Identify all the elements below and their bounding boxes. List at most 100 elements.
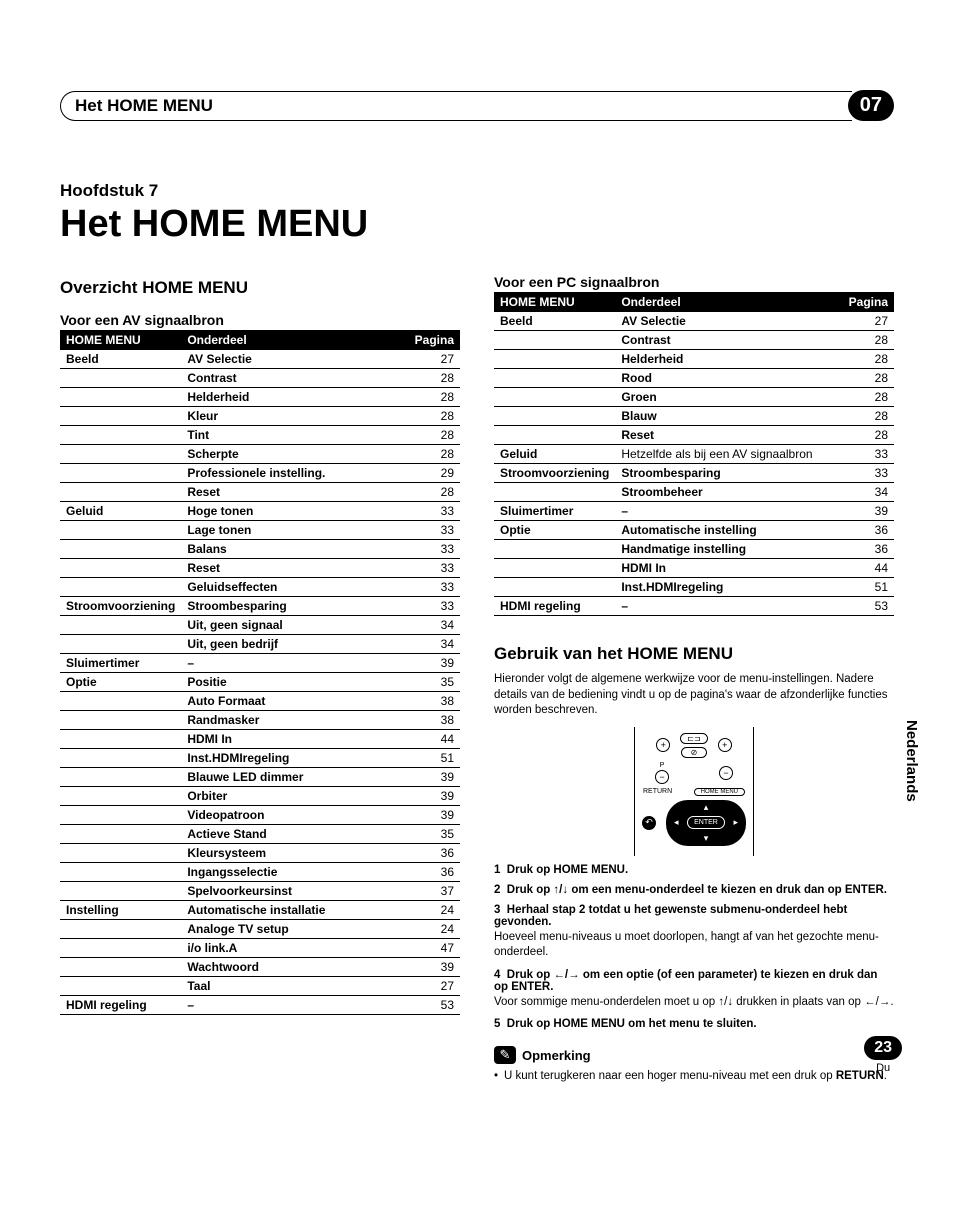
table-row: Videopatroon39 (60, 806, 460, 825)
cell-page: 33 (409, 597, 460, 616)
cell-category (60, 939, 181, 958)
remote-illustration: + ⊏⊐ ⊘ + P− − RETURN HOME MENU ↶ ▴ (634, 727, 754, 856)
cell-category (494, 578, 615, 597)
cell-category (60, 445, 181, 464)
cell-category: Optie (494, 521, 615, 540)
cell-category (494, 407, 615, 426)
arrow-left-icon: ◂ (674, 817, 679, 828)
cell-category (60, 977, 181, 996)
step-detail: Hoeveel menu-niveaus u moet doorlopen, h… (494, 930, 894, 961)
cell-page: 34 (843, 483, 894, 502)
col-onderdeel: Onderdeel (615, 292, 842, 312)
chapter-label: Hoofdstuk 7 (60, 181, 894, 201)
p-label: P (660, 762, 665, 769)
cell-category (60, 540, 181, 559)
cell-category: Beeld (60, 350, 181, 369)
col-pagina: Pagina (843, 292, 894, 312)
page-number: 23 (864, 1036, 902, 1060)
cell-category (60, 388, 181, 407)
table-row: StroomvoorzieningStroombesparing33 (494, 464, 894, 483)
cell-category (60, 483, 181, 502)
table-row: Analoge TV setup24 (60, 920, 460, 939)
cell-item: Lage tonen (181, 521, 408, 540)
table-row: InstellingAutomatische installatie24 (60, 901, 460, 920)
cell-item: Groen (615, 388, 842, 407)
cell-page: 39 (843, 502, 894, 521)
table-row: HDMI In44 (494, 559, 894, 578)
cell-item: Stroombesparing (615, 464, 842, 483)
table-row: HDMI regeling–53 (60, 996, 460, 1015)
cell-category (60, 920, 181, 939)
cell-item: Reset (181, 483, 408, 502)
pc-source-heading: Voor een PC signaalbron (494, 274, 894, 290)
cell-page: 29 (409, 464, 460, 483)
cell-category: Stroomvoorziening (60, 597, 181, 616)
cell-page: 35 (409, 825, 460, 844)
cell-category (60, 730, 181, 749)
table-row: Inst.HDMIregeling51 (494, 578, 894, 597)
table-row: Helderheid28 (60, 388, 460, 407)
cell-category (60, 749, 181, 768)
table-row: Geluidseffecten33 (60, 578, 460, 597)
cell-item: Uit, geen bedrijf (181, 635, 408, 654)
cell-page: 33 (409, 502, 460, 521)
table-row: Handmatige instelling36 (494, 540, 894, 559)
cell-item: Wachtwoord (181, 958, 408, 977)
cell-page: 28 (409, 445, 460, 464)
cell-item: AV Selectie (615, 312, 842, 331)
page-locale: Du (864, 1062, 902, 1074)
cell-item: Kleursysteem (181, 844, 408, 863)
cell-item: Helderheid (615, 350, 842, 369)
cell-category (494, 369, 615, 388)
cell-page: 28 (409, 407, 460, 426)
cell-category (60, 464, 181, 483)
cell-page: 33 (409, 540, 460, 559)
cell-item: Inst.HDMIregeling (615, 578, 842, 597)
cell-category (494, 483, 615, 502)
table-row: BeeldAV Selectie27 (60, 350, 460, 369)
cell-page: 27 (843, 312, 894, 331)
cell-page: 24 (409, 920, 460, 939)
return-label: RETURN (643, 788, 672, 795)
cell-page: 33 (409, 578, 460, 597)
cell-item: Reset (181, 559, 408, 578)
cell-item: Videopatroon (181, 806, 408, 825)
table-row: i/o link.A47 (60, 939, 460, 958)
cell-category (494, 540, 615, 559)
arrow-up-icon: ▴ (704, 802, 709, 813)
cell-category (60, 578, 181, 597)
table-row: Groen28 (494, 388, 894, 407)
table-row: Actieve Stand35 (60, 825, 460, 844)
table-row: Professionele instelling.29 (60, 464, 460, 483)
cell-category (60, 787, 181, 806)
cell-page: 28 (843, 407, 894, 426)
cell-page: 34 (409, 635, 460, 654)
table-row: Lage tonen33 (60, 521, 460, 540)
cell-page: 28 (843, 350, 894, 369)
cell-category: Sluimertimer (60, 654, 181, 673)
cell-category (494, 388, 615, 407)
header-title: Het HOME MENU (60, 91, 852, 121)
cell-item: Helderheid (181, 388, 408, 407)
cell-item: Hoge tonen (181, 502, 408, 521)
cell-item: Tint (181, 426, 408, 445)
home-menu-button-icon: HOME MENU (694, 788, 745, 796)
cell-category: Geluid (60, 502, 181, 521)
cell-page: 44 (409, 730, 460, 749)
chapter-badge: 07 (848, 90, 894, 121)
table-row: StroomvoorzieningStroombesparing33 (60, 597, 460, 616)
note-icon: ✎ (494, 1046, 516, 1064)
cell-category: Geluid (494, 445, 615, 464)
cell-page: 39 (409, 654, 460, 673)
cell-category: HDMI regeling (494, 597, 615, 616)
cell-category (60, 559, 181, 578)
cell-item: – (181, 654, 408, 673)
cell-page: 51 (843, 578, 894, 597)
table-row: Stroombeheer34 (494, 483, 894, 502)
cell-category (60, 958, 181, 977)
mute-button-icon: ⊘ (681, 747, 707, 758)
table-row: Ingangsselectie36 (60, 863, 460, 882)
cell-page: 33 (409, 521, 460, 540)
cell-page: 53 (843, 597, 894, 616)
table-row: Helderheid28 (494, 350, 894, 369)
